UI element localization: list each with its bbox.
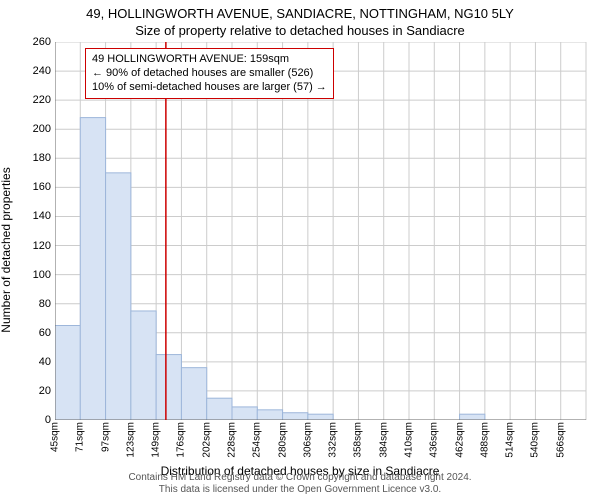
x-tick: 202sqm [201,422,212,458]
x-tick: 280sqm [277,422,288,458]
x-tick: 332sqm [328,422,339,458]
y-tick: 80 [39,298,51,310]
y-tick: 100 [33,269,51,281]
x-tick: 306sqm [302,422,313,458]
footer-attribution: Contains HM Land Registry data © Crown c… [0,472,600,496]
y-axis-label: Number of detached properties [0,167,13,332]
y-tick: 240 [33,65,51,77]
callout-line3: 10% of semi-detached houses are larger (… [92,81,327,95]
x-tick: 71sqm [75,422,86,452]
plot-area: 020406080100120140160180200220240260 45s… [55,42,590,420]
x-tick: 254sqm [252,422,263,458]
x-tick: 436sqm [429,422,440,458]
y-tick: 200 [33,123,51,135]
x-tick: 384sqm [378,422,389,458]
footer-line1: Contains HM Land Registry data © Crown c… [0,472,600,484]
x-tick: 45sqm [50,422,61,452]
x-tick: 228sqm [227,422,238,458]
x-tick: 176sqm [176,422,187,458]
title-address: 49, HOLLINGWORTH AVENUE, SANDIACRE, NOTT… [0,0,600,21]
x-tick: 462sqm [454,422,465,458]
title-subtitle: Size of property relative to detached ho… [0,21,600,38]
x-tick: 410sqm [404,422,415,458]
y-tick: 140 [33,210,51,222]
chart-container: 49, HOLLINGWORTH AVENUE, SANDIACRE, NOTT… [0,0,600,500]
y-tick: 60 [39,327,51,339]
y-tick: 220 [33,94,51,106]
x-tick: 566sqm [555,422,566,458]
x-tick: 540sqm [530,422,541,458]
y-tick: 160 [33,181,51,193]
y-tick: 20 [39,385,51,397]
callout-line2: ← 90% of detached houses are smaller (52… [92,67,327,81]
y-tick: 40 [39,356,51,368]
y-tick: 260 [33,36,51,48]
x-tick: 149sqm [151,422,162,458]
footer-line2: This data is licensed under the Open Gov… [0,484,600,496]
x-tick: 97sqm [100,422,111,452]
x-tick: 358sqm [353,422,364,458]
y-tick: 120 [33,240,51,252]
callout-box: 49 HOLLINGWORTH AVENUE: 159sqm ← 90% of … [85,48,334,99]
x-tick: 123sqm [125,422,136,458]
y-tick: 180 [33,152,51,164]
callout-line1: 49 HOLLINGWORTH AVENUE: 159sqm [92,53,327,67]
x-tick: 488sqm [479,422,490,458]
x-tick: 514sqm [505,422,516,458]
